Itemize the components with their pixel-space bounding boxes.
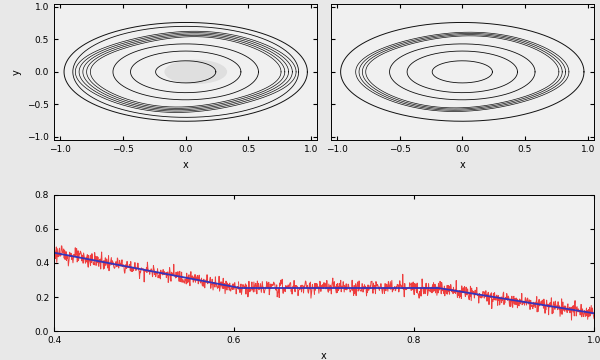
Y-axis label: y: y bbox=[12, 69, 22, 75]
X-axis label: x: x bbox=[460, 159, 465, 170]
Ellipse shape bbox=[164, 60, 227, 84]
X-axis label: x: x bbox=[321, 351, 327, 360]
X-axis label: x: x bbox=[183, 159, 188, 170]
